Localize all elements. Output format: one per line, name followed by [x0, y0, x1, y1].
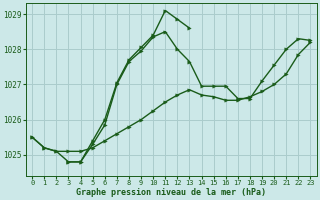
X-axis label: Graphe pression niveau de la mer (hPa): Graphe pression niveau de la mer (hPa)	[76, 188, 266, 197]
